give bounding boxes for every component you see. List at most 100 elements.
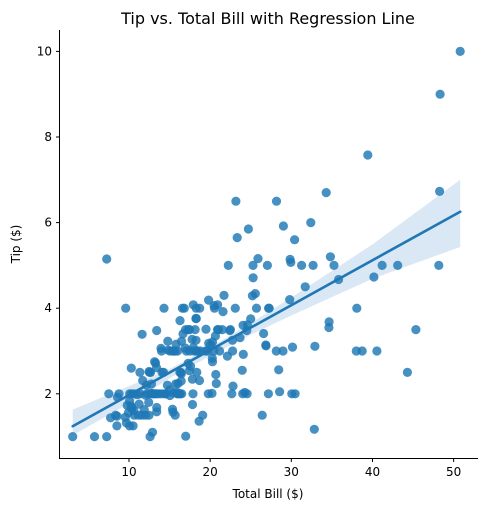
y-ticks-layer: 2 4 6 8 10 (37, 44, 60, 401)
data-point (211, 378, 221, 389)
data-point (278, 221, 288, 231)
x-tick-label: 40 (365, 465, 380, 479)
data-point (402, 367, 412, 377)
data-point (121, 303, 131, 313)
y-tick-label: 10 (37, 44, 52, 58)
data-point (435, 186, 445, 196)
data-point (89, 432, 100, 442)
data-point (257, 410, 267, 420)
data-point (278, 346, 288, 356)
data-point (309, 424, 319, 434)
data-point (126, 363, 136, 373)
data-point (144, 410, 154, 420)
data-point (306, 218, 316, 228)
data-point (218, 307, 228, 317)
data-point (310, 341, 320, 351)
data-point (215, 346, 225, 356)
data-point (261, 341, 271, 351)
y-tick-label: 6 (44, 216, 52, 230)
data-point (300, 282, 310, 292)
data-point (191, 335, 201, 345)
data-point (156, 346, 167, 356)
data-point (102, 432, 112, 442)
data-point (207, 357, 218, 367)
x-tick-label: 30 (284, 465, 299, 479)
data-point (232, 233, 242, 243)
data-point (250, 289, 260, 299)
y-tick-label: 8 (44, 130, 52, 144)
data-point (144, 397, 154, 407)
data-point (297, 260, 307, 270)
data-point (246, 314, 256, 324)
data-point (128, 421, 138, 431)
x-axis-title: Total Bill ($) (232, 487, 304, 501)
data-point (176, 336, 187, 346)
data-point (187, 374, 197, 384)
x-tick-label: 10 (121, 465, 136, 479)
data-point (290, 389, 300, 399)
data-point (435, 89, 445, 99)
data-point (211, 369, 221, 380)
x-tick-label: 50 (446, 465, 461, 479)
data-point (207, 388, 217, 398)
data-point (219, 290, 229, 300)
data-point (434, 260, 444, 270)
data-point (112, 411, 122, 421)
regression-line (71, 210, 462, 428)
data-point (198, 410, 208, 420)
data-point (325, 252, 335, 262)
y-axis-title: Tip ($) (9, 225, 23, 265)
y-tick-label: 2 (44, 387, 52, 401)
data-point (274, 365, 284, 375)
data-point (253, 254, 263, 264)
data-point (231, 196, 241, 206)
data-point (372, 346, 382, 356)
data-point (352, 303, 362, 313)
regression-line-layer (71, 210, 462, 428)
data-point (321, 188, 331, 198)
data-point (217, 325, 227, 335)
data-point (238, 349, 248, 359)
data-point (102, 254, 112, 264)
data-point (242, 389, 252, 399)
data-point (177, 389, 187, 399)
data-point (271, 346, 281, 356)
data-point (147, 427, 158, 437)
data-point (271, 196, 282, 206)
data-point (290, 235, 300, 245)
data-point (194, 375, 205, 386)
data-point (455, 46, 465, 57)
data-point (324, 317, 334, 327)
data-point (275, 387, 285, 397)
data-point (104, 389, 114, 399)
data-point (68, 432, 78, 442)
data-point (248, 260, 258, 270)
data-point (201, 324, 211, 334)
data-point (228, 346, 238, 356)
data-point (112, 421, 122, 431)
data-point (393, 260, 403, 270)
data-point (152, 325, 162, 336)
data-point (243, 224, 253, 234)
data-point (363, 150, 373, 160)
x-tick-label: 20 (203, 465, 218, 479)
data-point (114, 389, 124, 399)
data-point (287, 342, 298, 352)
data-point (135, 367, 145, 377)
data-point (192, 367, 202, 377)
data-point (225, 325, 235, 335)
data-point (227, 389, 237, 399)
data-point (191, 313, 201, 324)
data-point (264, 303, 274, 313)
data-point (179, 303, 189, 313)
y-tick-label: 4 (44, 301, 52, 315)
x-ticks-layer: 10 20 30 40 50 (121, 458, 461, 479)
data-point (190, 325, 200, 335)
data-point (137, 329, 147, 339)
data-point (181, 431, 191, 441)
data-point (172, 346, 183, 356)
data-point (188, 389, 198, 399)
data-point (329, 260, 339, 270)
data-point (377, 260, 387, 270)
data-point (308, 260, 318, 270)
